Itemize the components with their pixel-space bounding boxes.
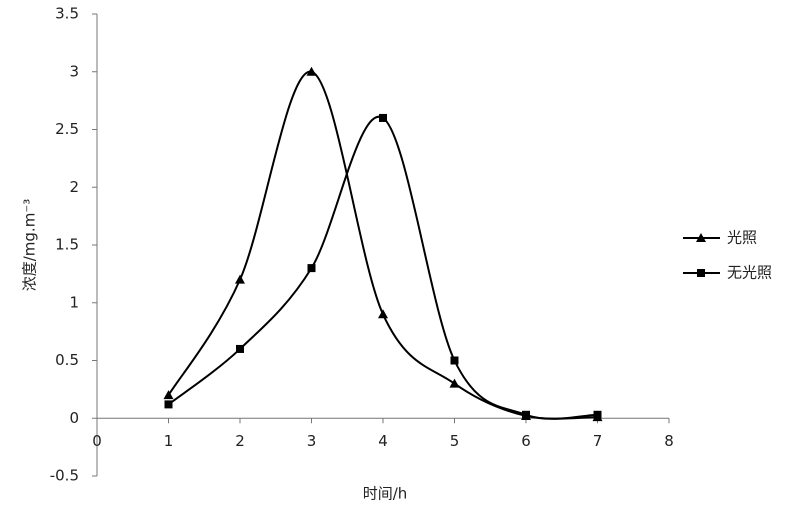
y-tick-label: 0.5 [55,351,79,369]
legend-label: 光照 [727,229,757,247]
marker-square [379,113,387,122]
x-tick-label: 8 [664,432,674,450]
y-tick-label: 0 [69,409,79,427]
marker-square [236,344,244,353]
marker-square [697,269,705,277]
y-tick-label: 2.5 [55,120,79,138]
series-line [167,115,598,420]
y-tick-label: 2 [69,178,79,196]
y-tick-label: 1 [69,293,79,311]
x-tick-label: 0 [92,432,102,450]
series-line [167,70,598,420]
marker-square [164,400,173,409]
x-tick-label: 3 [307,432,317,450]
marker-triangle [235,274,245,284]
marker-triangle [306,66,317,76]
marker-triangle [696,233,706,242]
marker-triangle [449,378,460,388]
y-tick-label: 1.5 [55,236,79,254]
y-axis-label: 浓度/mg.m⁻³ [21,199,39,292]
x-tick-label: 6 [521,432,531,450]
marker-square [307,264,316,273]
y-tick-label: -0.5 [50,467,79,485]
marker-triangle [378,309,388,319]
legend-label: 无光照 [727,264,772,282]
x-axis-label: 时间/h [363,485,408,503]
marker-square [593,410,602,419]
x-tick-label: 5 [450,432,460,450]
x-tick-label: 4 [378,432,388,450]
x-tick-label: 2 [235,432,245,450]
x-tick-label: 7 [593,432,603,450]
x-tick-label: 1 [164,432,174,450]
marker-square [522,410,530,419]
marker-square [450,356,459,365]
y-tick-label: 3.5 [55,5,79,23]
y-tick-label: 3 [69,62,79,80]
marker-triangle [163,390,174,400]
